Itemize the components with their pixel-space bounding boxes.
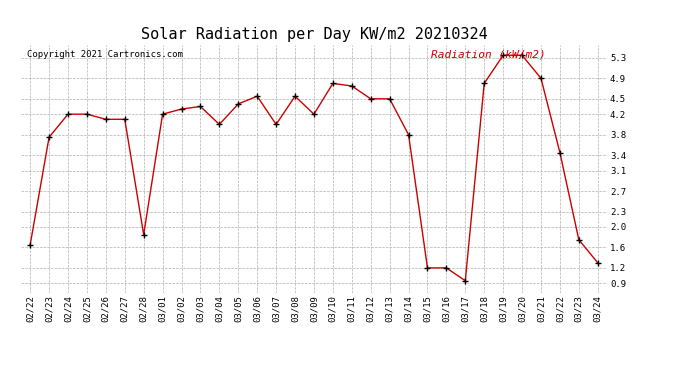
Text: Copyright 2021 Cartronics.com: Copyright 2021 Cartronics.com [26, 50, 182, 59]
Title: Solar Radiation per Day KW/m2 20210324: Solar Radiation per Day KW/m2 20210324 [141, 27, 487, 42]
Text: Radiation (kW/m2): Radiation (kW/m2) [431, 50, 546, 60]
